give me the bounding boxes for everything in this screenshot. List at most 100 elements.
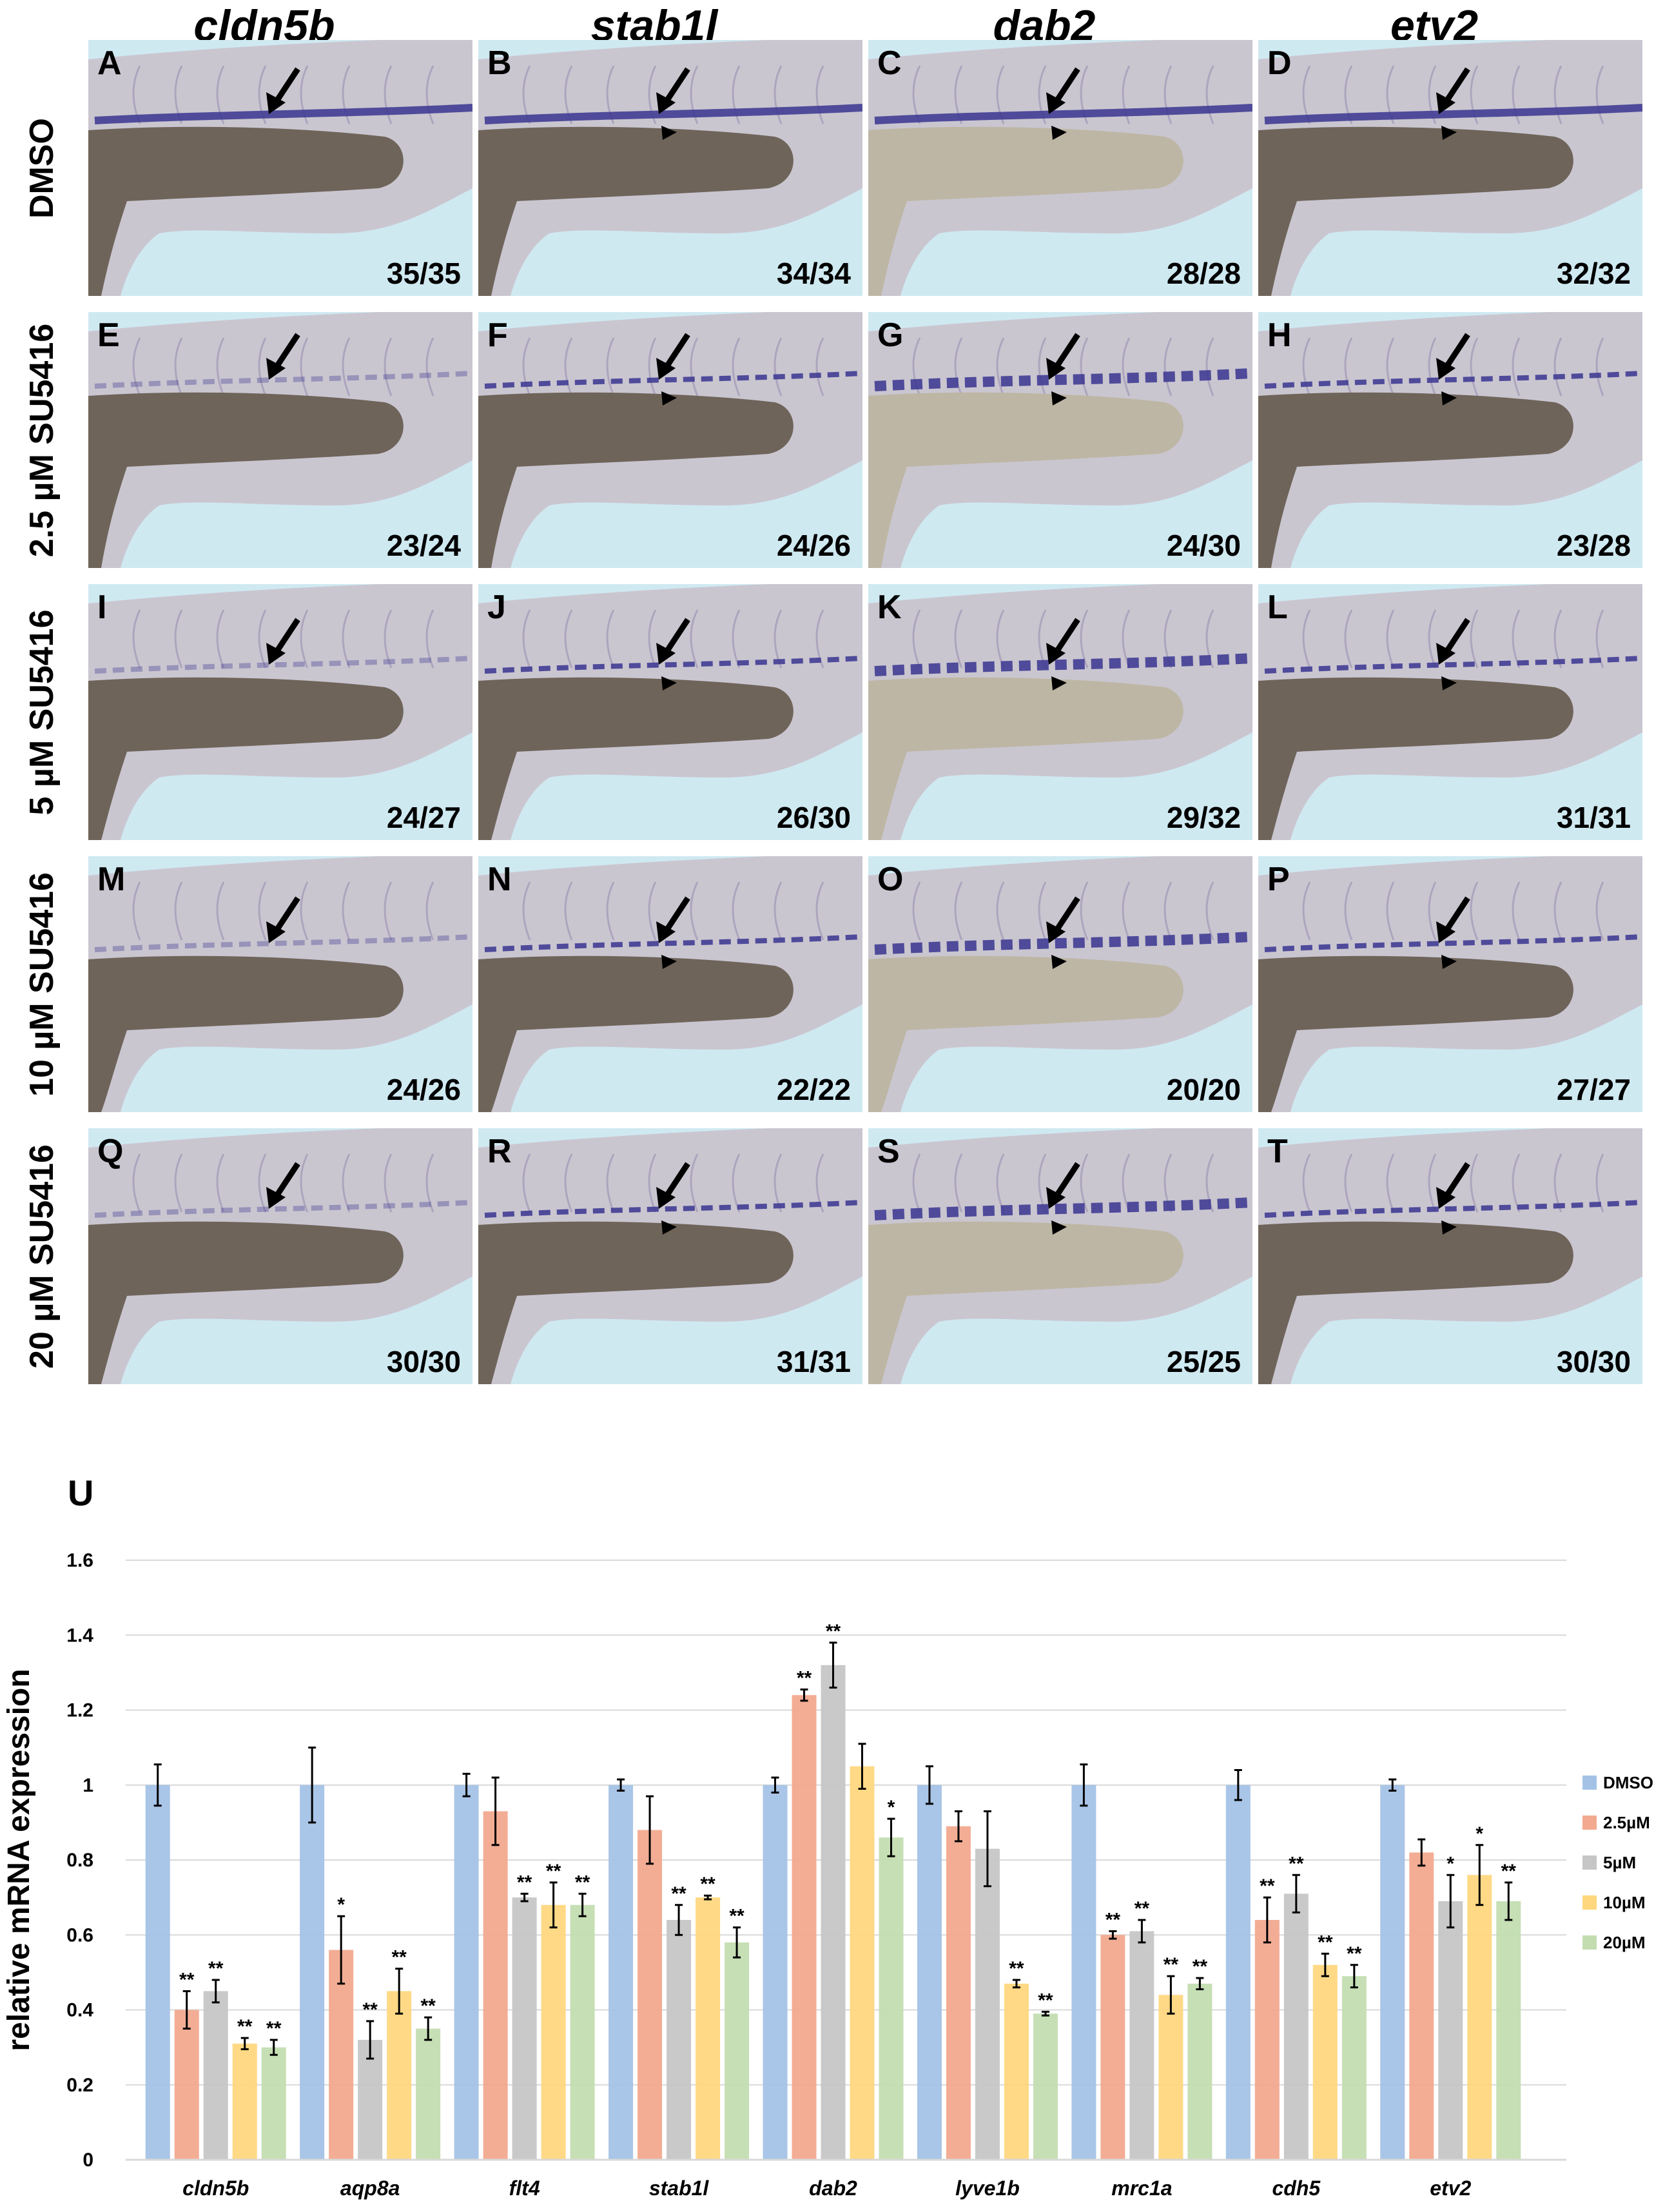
somite-mark: [1038, 337, 1047, 396]
panel-label: G: [877, 317, 904, 354]
somite-mark: [522, 1153, 531, 1213]
yolk-extension: [868, 955, 1183, 1112]
somite-mark: [606, 609, 615, 669]
somite-mark: [1428, 609, 1437, 669]
somite-mark: [1428, 881, 1437, 941]
significance-mark: **: [826, 1621, 841, 1642]
somite-mark: [216, 609, 225, 669]
yolk-extension: [1258, 1221, 1573, 1384]
somite-mark: [174, 609, 183, 669]
significance-mark: **: [546, 1861, 561, 1882]
significance-mark: *: [337, 1894, 345, 1915]
yolk-extension: [478, 1221, 794, 1384]
y-tick-label: 1.2: [66, 1700, 93, 1721]
embryo-image: [1258, 1128, 1642, 1384]
embryo-image: [1258, 40, 1642, 296]
embryo-count: 25/25: [1166, 1345, 1241, 1378]
significance-mark: **: [391, 1947, 407, 1968]
yolk-extension: [88, 126, 404, 296]
panel-label: C: [877, 44, 902, 82]
embryo-image: [478, 1128, 862, 1384]
panel-label: F: [487, 317, 508, 354]
bar: [329, 1950, 354, 2160]
panel-label: K: [877, 589, 902, 626]
yolk-extension: [478, 955, 794, 1112]
vascular-stain: [94, 934, 472, 952]
embryo-image: [88, 856, 472, 1112]
somite-mark: [1470, 881, 1479, 941]
significance-mark: **: [1501, 1861, 1517, 1882]
somite-mark: [1164, 337, 1173, 396]
bar: [1341, 1976, 1367, 2160]
embryo-panel-j: J 26/30: [478, 584, 862, 840]
yolk-extension: [1258, 955, 1573, 1112]
panel-label: E: [97, 317, 120, 354]
y-tick-label: 0.4: [66, 2000, 93, 2021]
arrow-icon: [1436, 618, 1470, 665]
embryo-panel-a: A 35/35: [88, 40, 472, 296]
somite-mark: [425, 65, 434, 124]
somite-mark: [1470, 337, 1479, 396]
somite-mark: [1428, 337, 1437, 396]
bar: [512, 1897, 537, 2160]
somite-mark: [1553, 65, 1563, 124]
embryo-panel-k: K 29/32: [868, 584, 1252, 840]
somite-mark: [342, 337, 351, 396]
arrow-icon: [656, 618, 690, 665]
arrow-icon: [656, 67, 690, 114]
somite-mark: [954, 609, 963, 669]
yolk-extension: [868, 677, 1183, 840]
vascular-stain: [874, 932, 1252, 955]
embryo-panel-b: B 34/34: [478, 40, 862, 296]
bar: [1254, 1920, 1280, 2160]
somite-mark: [1344, 609, 1353, 669]
bar: [725, 1942, 750, 2160]
somite-mark: [954, 1153, 963, 1213]
bar: [483, 1811, 508, 2160]
yolk-extension: [868, 126, 1183, 296]
significance-mark: **: [1105, 1909, 1121, 1930]
somite-mark: [1302, 337, 1311, 396]
bar: [232, 2043, 257, 2160]
x-tick-label: lyve1b: [955, 2177, 1020, 2200]
x-tick-label: etv2: [1430, 2177, 1471, 2200]
bar: [1158, 1995, 1183, 2160]
y-axis-label: relative mRNA expression: [2, 1669, 36, 2051]
somite-mark: [174, 881, 183, 941]
yolk-extension: [88, 677, 404, 840]
embryo-panel-t: T 30/30: [1258, 1128, 1642, 1384]
significance-mark: *: [1446, 1853, 1454, 1874]
somite-mark: [342, 65, 351, 124]
arrow-icon: [266, 333, 300, 380]
somite-mark: [1122, 337, 1131, 396]
somite-mark: [774, 881, 783, 941]
somite-mark: [912, 881, 921, 941]
somite-mark: [1386, 881, 1395, 941]
somite-mark: [1080, 609, 1089, 669]
vascular-stain: [94, 1200, 472, 1218]
somite-mark: [1595, 881, 1604, 941]
panel-label: J: [487, 589, 506, 626]
bar: [975, 1848, 1000, 2160]
arrow-icon: [656, 1162, 690, 1209]
embryo-image: [478, 584, 862, 840]
arrowhead-icon: [661, 391, 677, 406]
somite-mark: [425, 609, 434, 669]
bar: [261, 2047, 286, 2160]
significance-mark: **: [1260, 1875, 1275, 1897]
arrow-icon: [1436, 1162, 1470, 1209]
bar: [1409, 1852, 1434, 2160]
bar: [1129, 1931, 1154, 2160]
significance-mark: **: [420, 1995, 436, 2017]
arrowhead-icon: [1441, 126, 1457, 140]
embryo-count: 31/31: [776, 1345, 851, 1378]
bar: [145, 1785, 170, 2160]
vascular-stain: [1264, 104, 1642, 124]
embryo-panel-p: P 27/27: [1258, 856, 1642, 1112]
embryo-count: 27/27: [1556, 1073, 1631, 1106]
somite-mark: [996, 337, 1005, 396]
somite-mark: [1512, 1153, 1521, 1213]
somite-mark: [648, 881, 657, 941]
arrow-icon: [1046, 618, 1080, 665]
